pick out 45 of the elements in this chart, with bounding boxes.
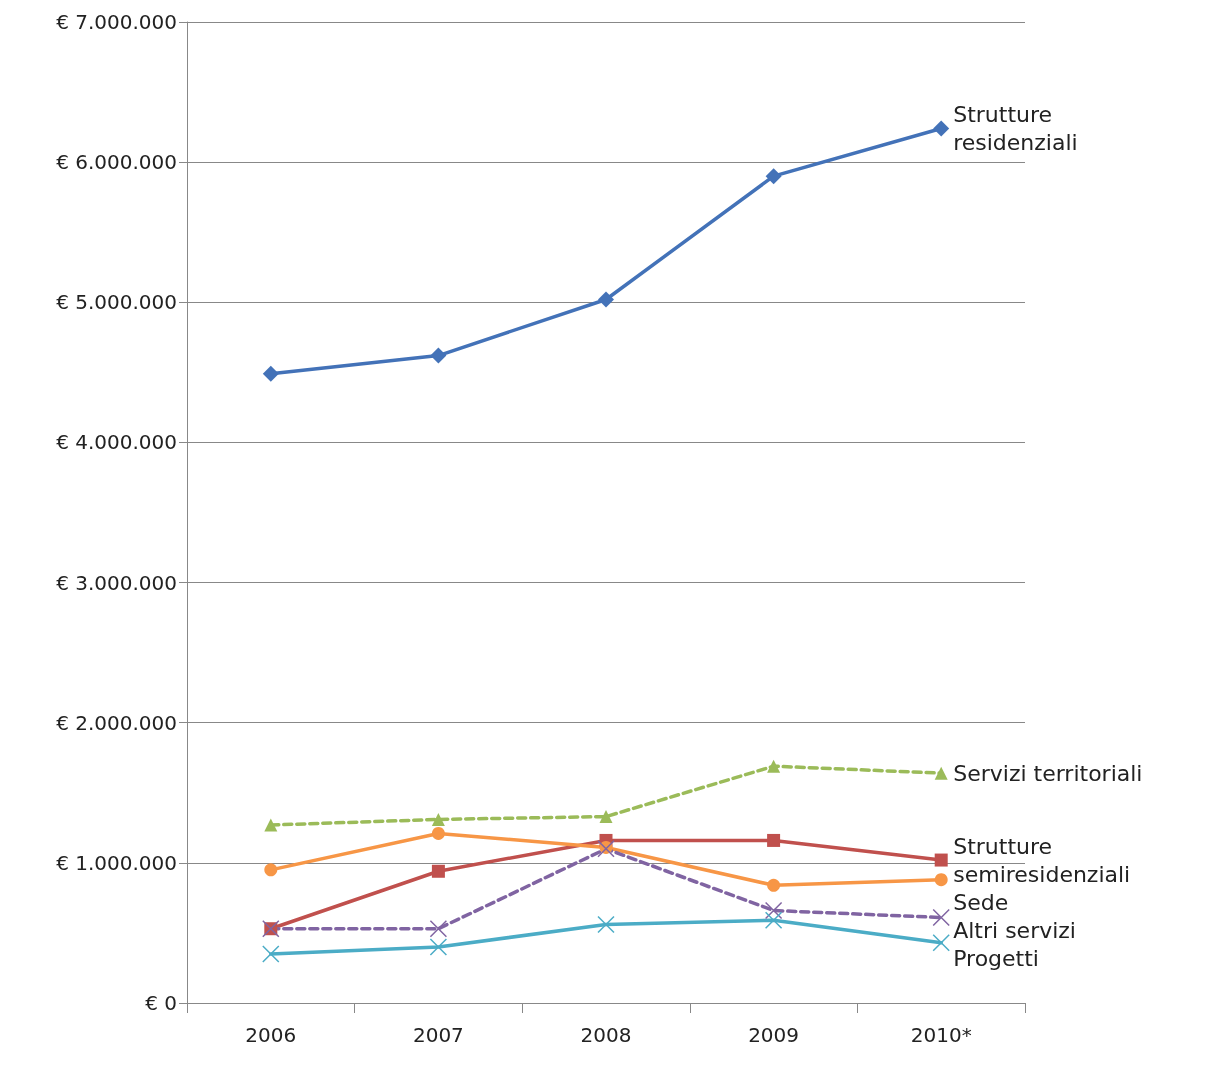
point — [932, 933, 950, 952]
point — [429, 938, 448, 956]
point — [431, 826, 445, 840]
point — [599, 810, 613, 824]
x-tick-label: 2006 — [245, 1023, 297, 1047]
point — [597, 915, 615, 934]
series-label: Strutture residenziali — [953, 102, 1078, 156]
point — [934, 766, 948, 780]
y-tick-label: € 5.000.000 — [56, 290, 177, 315]
point — [933, 120, 950, 137]
point — [934, 873, 948, 887]
x-tick-label: 2009 — [748, 1023, 800, 1047]
point — [767, 759, 781, 773]
point — [764, 911, 783, 930]
point — [431, 812, 445, 826]
y-tick-label: € 3.000.000 — [56, 570, 177, 595]
point — [430, 347, 447, 364]
point — [767, 878, 781, 892]
point — [598, 291, 614, 308]
y-tick-label: € 4.000.000 — [56, 430, 177, 455]
point — [764, 901, 783, 920]
point — [262, 365, 279, 382]
x-tick-label: 2008 — [580, 1023, 632, 1047]
y-tick-label: € 0 — [145, 991, 177, 1015]
series-label: Progetti — [953, 945, 1039, 971]
point — [932, 908, 950, 927]
series-label: Strutture semiresidenziali — [953, 833, 1131, 887]
y-tick-label: € 1.000.000 — [56, 850, 177, 875]
series-label: Sede — [953, 889, 1009, 915]
point — [765, 168, 782, 185]
point — [429, 919, 448, 938]
y-tick-label: € 2.000.000 — [56, 710, 177, 735]
point — [934, 853, 948, 867]
y-tick-label: € 6.000.000 — [56, 150, 177, 175]
x-tick-label: 2007 — [412, 1023, 464, 1047]
point — [597, 840, 615, 858]
point — [431, 864, 445, 878]
point — [264, 818, 278, 832]
point — [767, 833, 781, 847]
series-label: Altri servizi — [953, 917, 1076, 943]
point — [264, 863, 278, 877]
point — [262, 945, 280, 963]
series-label: Servizi territoriali — [953, 760, 1143, 786]
y-tick-label: € 7.000.000 — [56, 10, 177, 34]
x-tick-label: 2010* — [910, 1023, 972, 1047]
